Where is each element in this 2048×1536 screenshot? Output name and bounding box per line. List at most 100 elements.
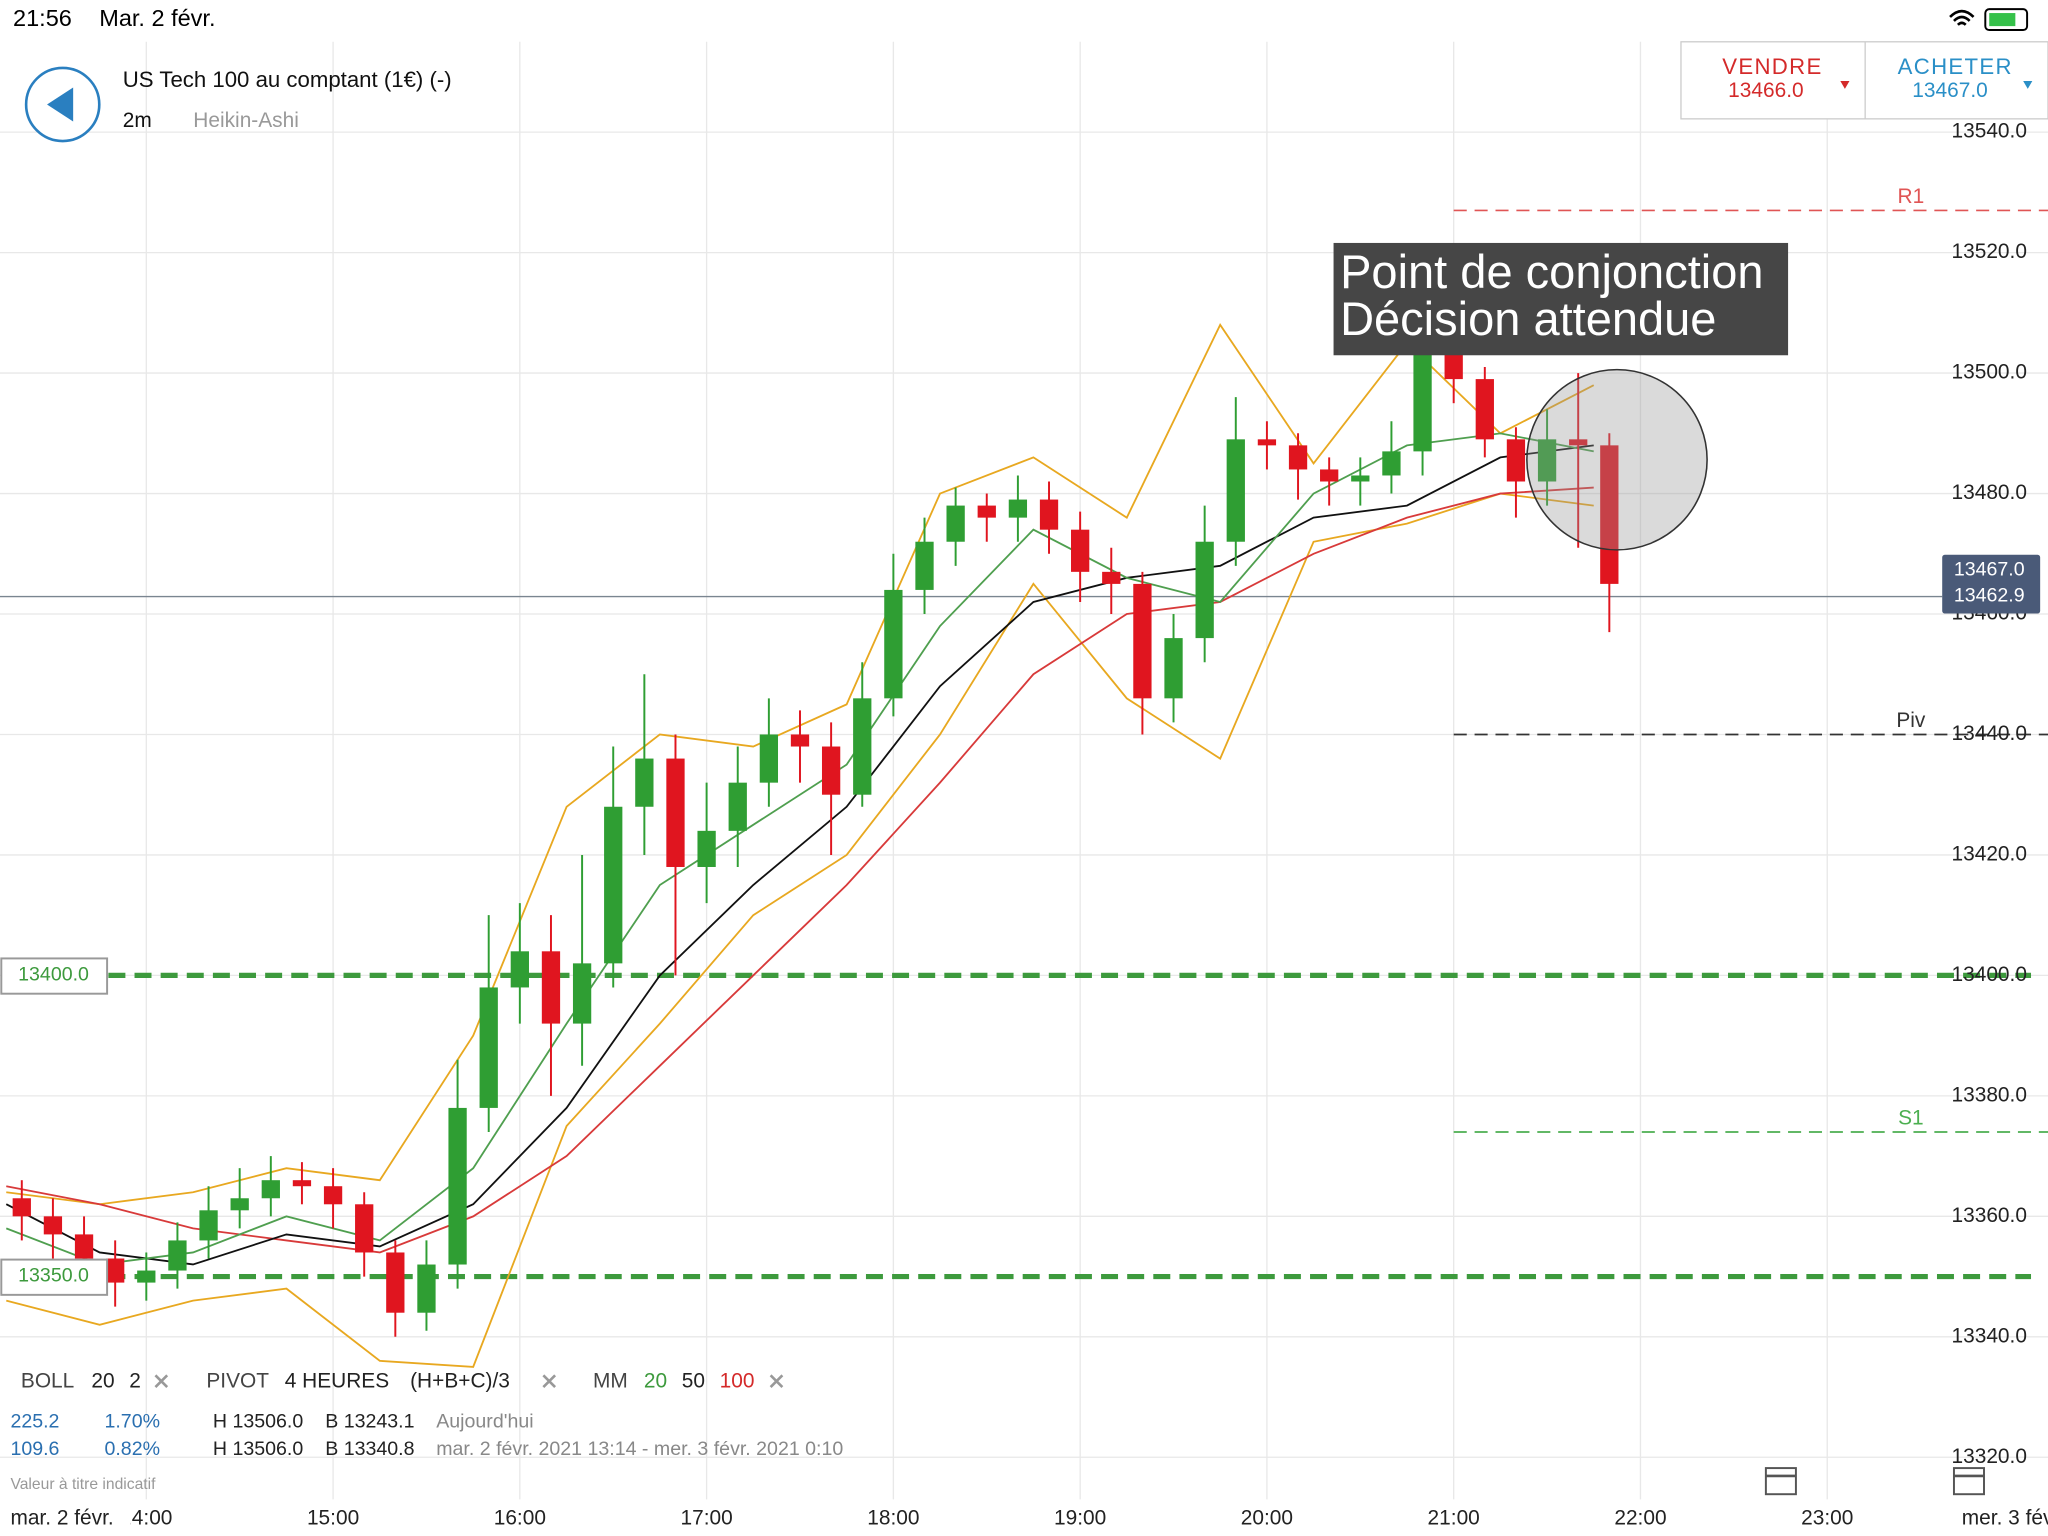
date-label: mer. 3 févr. bbox=[1962, 1507, 2048, 1530]
candle-body bbox=[137, 1270, 156, 1283]
calendar-icon[interactable] bbox=[1952, 1467, 1985, 1496]
candle-body bbox=[323, 1186, 343, 1205]
candle-body bbox=[12, 1198, 31, 1217]
sell-button[interactable]: VENDRE 13466.0 bbox=[1722, 54, 1850, 102]
candle-body bbox=[1475, 379, 1494, 440]
y-tick-label: 13540.0 bbox=[1951, 120, 2026, 143]
remove-icon[interactable] bbox=[154, 1374, 169, 1389]
y-tick-label: 13500.0 bbox=[1951, 361, 2026, 384]
candle-body bbox=[666, 758, 685, 867]
value-text: B 13243.1 bbox=[325, 1411, 414, 1433]
x-tick-label: 19:00 bbox=[1054, 1507, 1106, 1530]
pivot-label: Piv bbox=[1896, 709, 1926, 732]
y-tick-label: 13420.0 bbox=[1951, 842, 2026, 865]
candle-body bbox=[572, 963, 592, 1024]
x-tick-label: 23:00 bbox=[1801, 1507, 1853, 1530]
overlay: 13320.0 13340.0 13360.0 13380.0 13400.0 13420… bbox=[0, 120, 2048, 1536]
candle-body bbox=[1288, 445, 1308, 470]
x-tick-label: 22:00 bbox=[1614, 1507, 1666, 1530]
candle-body bbox=[1257, 439, 1277, 446]
legend-text: 4 HEURES bbox=[285, 1369, 389, 1392]
remove-icon[interactable] bbox=[769, 1374, 784, 1389]
ask-tag: 13467.0 bbox=[1954, 559, 2025, 581]
candle-body bbox=[1226, 439, 1245, 542]
y-tick-label: 13320.0 bbox=[1951, 1445, 2026, 1468]
candle-body bbox=[1444, 355, 1463, 380]
instrument-name: US Tech 100 au comptant (1€) (-) bbox=[123, 67, 452, 92]
indicator-line bbox=[6, 492, 1594, 1368]
legend-text: 20 bbox=[91, 1369, 114, 1392]
candle-body bbox=[635, 758, 654, 807]
interval[interactable]: 2m bbox=[123, 109, 152, 132]
last-price-tag: 13462.9 bbox=[1954, 585, 2025, 607]
battery-level bbox=[1989, 13, 2016, 27]
candle-body bbox=[106, 1258, 125, 1283]
x-tick-label: 14:00 bbox=[120, 1507, 172, 1530]
candle-body bbox=[1071, 529, 1090, 572]
legend-text: 2 bbox=[129, 1369, 141, 1392]
chart-style[interactable]: Heikin-Ashi bbox=[193, 109, 299, 132]
candle-body bbox=[479, 987, 498, 1108]
indicator-legend: BOLL 20 2 PIVOT 4 HEURES (H+B+C)/3 MM 20… bbox=[21, 1369, 784, 1392]
price-tag bbox=[1942, 554, 2041, 614]
candle-body bbox=[1413, 355, 1432, 452]
plot bbox=[0, 209, 2048, 1368]
level-tag bbox=[0, 957, 109, 995]
candle-body bbox=[43, 1216, 63, 1235]
candle-body bbox=[199, 1210, 218, 1241]
remove-icon[interactable] bbox=[542, 1374, 557, 1389]
candle-body bbox=[853, 698, 872, 795]
candle-body bbox=[1164, 638, 1183, 699]
buy-arrow bbox=[2023, 80, 2033, 89]
pivot-label: S1 bbox=[1898, 1106, 1924, 1129]
y-tick-label: 13400.0 bbox=[1951, 963, 2026, 986]
calendar-icon[interactable] bbox=[1764, 1467, 1797, 1496]
legend-text: BOLL bbox=[21, 1369, 74, 1392]
level-label: 13350.0 bbox=[18, 1265, 89, 1287]
candle-body bbox=[977, 505, 996, 518]
candle-body bbox=[1537, 439, 1557, 482]
level-label: 13400.0 bbox=[18, 964, 89, 986]
status-time: 21:56 bbox=[13, 5, 72, 31]
candle-body bbox=[697, 830, 716, 867]
buy-price: 13467.0 bbox=[1912, 79, 1987, 102]
pivot-label: R1 bbox=[1898, 185, 1925, 208]
candle-body bbox=[821, 746, 841, 795]
sell-price: 13466.0 bbox=[1728, 79, 1803, 102]
level-tag bbox=[0, 1258, 109, 1296]
candle-body bbox=[790, 734, 810, 747]
candle-body bbox=[168, 1240, 187, 1271]
candle-body bbox=[541, 951, 561, 1024]
note: Valeur à titre indicatif bbox=[10, 1476, 156, 1493]
candle-body bbox=[728, 782, 747, 831]
date-label-bg bbox=[0, 1503, 131, 1536]
back-arrow bbox=[47, 87, 74, 122]
y-tick-label: 13480.0 bbox=[1951, 481, 2026, 504]
legend-text: PIVOT bbox=[206, 1369, 269, 1392]
buy-button[interactable]: ACHETER 13467.0 bbox=[1898, 54, 2033, 102]
y-tick-label: 13360.0 bbox=[1951, 1204, 2026, 1227]
candle-body bbox=[292, 1180, 312, 1187]
candle-body bbox=[1008, 499, 1028, 518]
value-text: 1.70% bbox=[104, 1411, 160, 1433]
sell-label: VENDRE bbox=[1722, 54, 1822, 79]
candle-body bbox=[417, 1264, 436, 1313]
candle-body bbox=[1382, 451, 1401, 476]
candle-body bbox=[1102, 571, 1121, 584]
annotation-line: Décision attendue bbox=[1340, 292, 1716, 345]
candle-body bbox=[1320, 469, 1339, 482]
legend-text: 100 bbox=[720, 1369, 755, 1392]
x-tick-label: 16:00 bbox=[494, 1507, 546, 1530]
highlight-circle bbox=[1526, 368, 1708, 551]
candle-body bbox=[884, 589, 903, 699]
candle-body bbox=[1569, 439, 1588, 446]
y-tick-label: 13440.0 bbox=[1951, 722, 2026, 745]
y-tick-label: 13520.0 bbox=[1951, 240, 2026, 263]
candle-body bbox=[510, 951, 529, 988]
candle-body bbox=[1039, 499, 1059, 530]
candle-body bbox=[946, 505, 965, 542]
x-tick-label: 15:00 bbox=[307, 1507, 359, 1530]
x-tick-label: 17:00 bbox=[680, 1507, 732, 1530]
candle-body bbox=[386, 1252, 405, 1313]
